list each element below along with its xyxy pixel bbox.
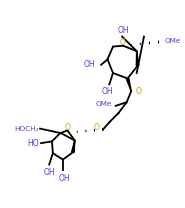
Text: OH: OH (43, 168, 55, 177)
Text: OH: OH (102, 87, 113, 96)
Text: O: O (120, 38, 126, 47)
Text: OMe: OMe (96, 101, 112, 107)
Text: OMe: OMe (165, 38, 181, 44)
Polygon shape (136, 51, 139, 66)
Text: O: O (93, 123, 99, 132)
Text: O: O (136, 87, 142, 96)
Polygon shape (72, 140, 75, 152)
Text: O: O (65, 123, 70, 132)
Text: OH: OH (84, 60, 96, 69)
Text: OH: OH (59, 174, 70, 183)
Polygon shape (126, 78, 131, 91)
Text: HOCH₂: HOCH₂ (14, 126, 38, 132)
Text: OH: OH (118, 26, 130, 35)
Text: HO: HO (28, 139, 39, 148)
